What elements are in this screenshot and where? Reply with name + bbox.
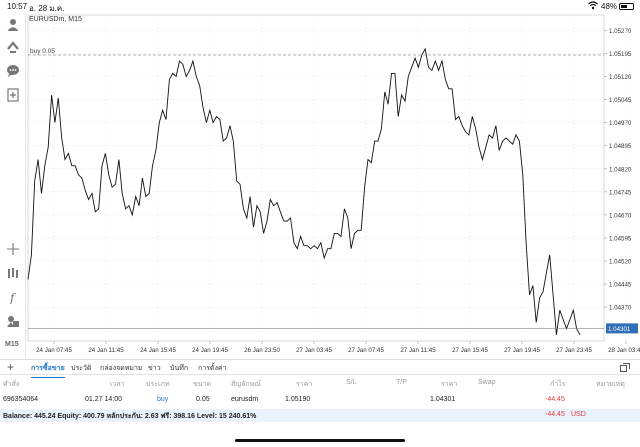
price-label: 1.04970	[609, 120, 632, 127]
toolbox-panel: + การซื้อขาย ประวัติ กล่องจดหมาย ข่าว บั…	[0, 359, 640, 447]
col-time: เวลา	[110, 381, 125, 388]
currency: USD	[571, 411, 586, 418]
toolbox-tabs: + การซื้อขาย ประวัติ กล่องจดหมาย ข่าว บั…	[0, 360, 640, 378]
status-date: อ. 28 ม.ค.	[29, 4, 65, 13]
time-label: 27 Jan 23:45	[556, 347, 592, 354]
price-label: 1.04595	[609, 235, 632, 242]
plot-frame	[27, 14, 605, 342]
expand-icon[interactable]	[620, 363, 630, 372]
chart-canvas[interactable]: 1.05270 1.05195 1.05120 1.05045 1.04970 1.048…	[26, 13, 640, 359]
tab-settings[interactable]: การตั้งค่า	[198, 365, 227, 372]
time-label: 24 Jan 11:45	[88, 347, 124, 354]
col-tp: T/P	[396, 379, 407, 386]
left-toolbar: f M15	[0, 13, 26, 357]
balance-text: Balance: 445.24 Equity: 400.79 หลักประกั…	[3, 413, 257, 420]
order-current-price: 1.04301	[430, 396, 456, 403]
price-label: 1.04520	[609, 259, 632, 266]
tab-history[interactable]: ประวัติ	[71, 365, 92, 372]
col-size: ขนาด	[193, 381, 212, 388]
indicators-icon[interactable]	[4, 265, 22, 281]
time-label: 24 Jan 19:45	[192, 347, 228, 354]
col-price: ราคา	[296, 381, 313, 388]
battery-percent: 48%	[601, 2, 618, 11]
col-swap: Swap	[478, 379, 496, 386]
order-type: buy	[157, 396, 169, 403]
order-size: 0.05	[196, 396, 210, 403]
balance-row: Balance: 445.24 Equity: 400.79 หลักประกั…	[0, 409, 640, 422]
price-label: 1.04370	[609, 305, 632, 312]
time-label: 27 Jan 11:45	[400, 347, 436, 354]
order-profit: -44.45	[545, 396, 565, 403]
col-current-price: ราคา	[441, 381, 458, 388]
battery-icon	[619, 3, 634, 10]
objects-icon[interactable]	[4, 313, 22, 329]
chart-symbol: EURUSDm, M15	[29, 16, 82, 23]
price-label: 1.04445	[609, 282, 632, 289]
crosshair-icon[interactable]	[4, 241, 22, 257]
svg-text:f: f	[9, 291, 17, 304]
price-chart[interactable]: 1.05270 1.05195 1.05120 1.05045 1.04970 1.048…	[26, 13, 640, 359]
current-price-tag	[606, 323, 638, 334]
order-time: 01.27 14:00	[85, 396, 122, 403]
current-price-label: 1.04301	[608, 326, 631, 333]
col-type: ประเภท	[146, 381, 170, 388]
col-order: คำสั่ง	[3, 381, 20, 388]
add-chart-icon[interactable]	[4, 87, 22, 103]
status-bar: 10:57 อ. 28 ม.ค. 48%	[0, 0, 640, 13]
status-time: 10:57	[7, 2, 28, 11]
order-id: 696354064	[3, 396, 39, 403]
function-icon[interactable]: f	[4, 289, 22, 305]
price-label: 1.05045	[609, 97, 632, 104]
order-open-price: 1.05190	[285, 396, 311, 403]
tab-journal[interactable]: บันทึก	[170, 365, 189, 372]
price-label: 1.05120	[609, 74, 632, 81]
price-label: 1.04670	[609, 212, 632, 219]
total-profit: -44.45	[545, 411, 565, 418]
person-icon[interactable]	[4, 17, 22, 33]
price-line	[27, 47, 581, 336]
table-header: คำสั่ง เวลา ประเภท ขนาด สัญลักษณ์ ราคา S…	[0, 377, 640, 390]
tab-news[interactable]: ข่าว	[148, 365, 161, 372]
col-profit: กำไร	[550, 381, 566, 388]
price-label: 1.05195	[609, 51, 632, 58]
table-row[interactable]: 696354064 01.27 14:00 buy 0.05 eurusdm 1…	[0, 394, 640, 407]
tab-trade[interactable]: การซื้อขาย	[31, 365, 65, 378]
time-label: 27 Jan 19:45	[504, 347, 540, 354]
time-label: 27 Jan 03:45	[296, 347, 332, 354]
order-symbol: eurusdm	[231, 396, 259, 403]
time-label: 28 Jan 03:45	[608, 347, 640, 354]
time-label: 27 Jan 15:45	[452, 347, 488, 354]
add-icon[interactable]: +	[7, 360, 15, 374]
price-label: 1.04745	[609, 189, 632, 196]
col-sl: S/L	[346, 379, 357, 386]
time-label: 24 Jan 15:45	[140, 347, 176, 354]
price-label: 1.05270	[609, 28, 632, 35]
col-symbol: สัญลักษณ์	[231, 381, 261, 388]
home-indicator	[235, 439, 405, 442]
time-label: 27 Jan 07:45	[348, 347, 384, 354]
time-label: 24 Jan 07:45	[36, 347, 72, 354]
chat-icon[interactable]	[4, 63, 22, 79]
price-label: 1.04895	[609, 143, 632, 150]
order-icon[interactable]	[4, 39, 22, 55]
wifi-icon	[588, 1, 598, 10]
order-line-label: buy 0.05	[30, 48, 55, 55]
timeframe-label[interactable]: M15	[5, 341, 19, 348]
time-label: 26 Jan 23:50	[244, 347, 280, 354]
tab-mailbox[interactable]: กล่องจดหมาย	[100, 365, 143, 372]
price-label: 1.04820	[609, 166, 632, 173]
col-comment: หมายเหตุ	[596, 381, 625, 388]
